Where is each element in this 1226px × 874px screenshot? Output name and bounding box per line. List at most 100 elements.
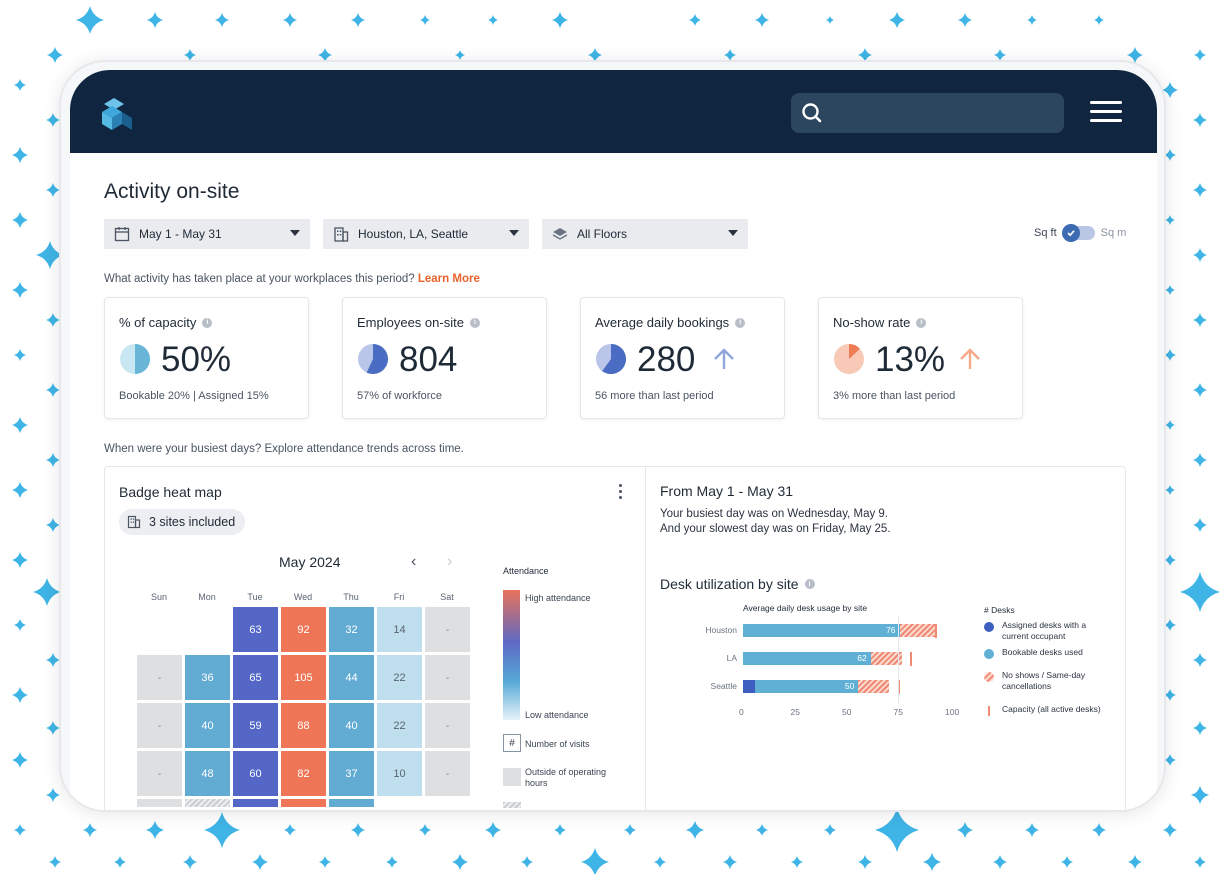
sparkle-star (1193, 518, 1207, 532)
unit-sqm-label: Sq m (1100, 227, 1127, 239)
sparkle-star (252, 854, 268, 870)
sparkle-star (689, 14, 701, 26)
floors-dropdown[interactable]: All Floors (542, 219, 748, 249)
no-show-bar[interactable] (858, 680, 890, 693)
sparkle-star (1165, 285, 1175, 295)
location-dropdown[interactable]: Houston, LA, Seattle (323, 219, 529, 249)
sparkle-star (147, 12, 163, 28)
hamburger-icon[interactable] (1090, 101, 1122, 125)
sparkle-star (1162, 82, 1178, 98)
kpi-subtext: Bookable 20% | Assigned 15% (119, 390, 269, 402)
sparkle-star (724, 49, 736, 61)
info-icon[interactable]: i (735, 317, 746, 328)
sparkle-star (83, 823, 97, 837)
sparkle-star (1191, 786, 1209, 804)
kpi-title: Average daily bookings i (595, 315, 746, 330)
bookable-desks-bar[interactable] (755, 680, 859, 693)
kpi-card[interactable]: Employees on-site i 804 57% of workforce (342, 297, 547, 419)
heatmap-day-cell[interactable]: 44 (329, 655, 374, 700)
heatmap-day-cell[interactable] (137, 799, 182, 807)
heatmap-day-cell[interactable]: 88 (281, 703, 326, 748)
weekday-label: Fri (393, 592, 405, 602)
bookable-desks-bar[interactable] (743, 624, 900, 637)
heatmap-day-cell[interactable]: 14 (377, 607, 422, 652)
kpi-pie-icon (358, 344, 388, 374)
next-month-icon[interactable]: › (447, 553, 453, 570)
heatmap-day-cell[interactable]: - (425, 607, 470, 652)
assigned-desks-bar[interactable] (743, 680, 756, 693)
sparkle-star (755, 13, 769, 27)
sparkle-star (756, 824, 768, 836)
sparkle-star (14, 79, 26, 91)
info-icon[interactable]: i (916, 317, 927, 328)
heatmap-day-cell[interactable]: 37 (329, 751, 374, 796)
no-show-bar[interactable] (899, 624, 937, 637)
heatmap-day-cell[interactable]: 36 (185, 655, 230, 700)
heatmap-day-cell[interactable] (233, 799, 278, 807)
heatmap-day-cell[interactable]: 59 (233, 703, 278, 748)
sparkle-star (14, 619, 26, 631)
unit-toggle: Sq ft Sq m (1034, 224, 1127, 242)
sparkle-star (1193, 248, 1207, 262)
sparkle-star (1027, 15, 1037, 25)
arrow-up-icon (960, 348, 980, 369)
info-icon[interactable]: i (804, 579, 815, 589)
sparkle-star (14, 349, 26, 361)
heatmap-day-cell[interactable]: 92 (281, 607, 326, 652)
kpi-pie-icon (120, 344, 150, 374)
heatmap-day-cell[interactable]: 40 (185, 703, 230, 748)
heatmap-day-cell[interactable]: 65 (233, 655, 278, 700)
sparkle-star (923, 853, 941, 871)
info-icon[interactable]: i (202, 317, 213, 328)
heatmap-day-cell[interactable]: - (137, 655, 182, 700)
previous-month-icon[interactable]: ‹ (411, 553, 417, 570)
heatmap-day-cell[interactable]: 60 (233, 751, 278, 796)
activity-question: What activity has taken place at your wo… (104, 273, 415, 285)
heatmap-day-cell[interactable]: 40 (329, 703, 374, 748)
sparkle-star (386, 856, 398, 868)
sites-included-chip[interactable]: 3 sites included (119, 509, 246, 535)
sparkle-star (826, 16, 834, 24)
info-icon[interactable]: i (469, 317, 480, 328)
sparkle-star (875, 808, 919, 852)
sparkle-star (581, 848, 609, 874)
unit-switch[interactable] (1061, 224, 1095, 242)
heatmap-day-cell[interactable]: 105 (281, 655, 326, 700)
heatmap-day-cell[interactable]: 82 (281, 751, 326, 796)
stacked-cubes-logo-icon[interactable] (98, 94, 134, 136)
heatmap-day-cell[interactable] (281, 799, 326, 807)
heatmap-day-cell[interactable] (329, 799, 374, 807)
heatmap-day-cell[interactable]: 22 (377, 655, 422, 700)
kpi-card[interactable]: No-show rate i 13% 3% more than last per… (818, 297, 1023, 419)
heatmap-day-cell[interactable]: - (425, 703, 470, 748)
legend-swatch (984, 622, 994, 632)
desk-utilization-title-text: Desk utilization by site (660, 576, 799, 592)
kpi-title: Employees on-site i (357, 315, 480, 330)
sparkle-star (49, 856, 61, 868)
no-show-bar[interactable] (870, 652, 902, 665)
kpi-card[interactable]: % of capacity i 50% Bookable 20% | Assig… (104, 297, 309, 419)
heatmap-day-cell[interactable] (185, 799, 230, 807)
heatmap-day-cell[interactable]: - (137, 751, 182, 796)
summary-title: From May 1 - May 31 (660, 483, 794, 499)
kpi-card[interactable]: Average daily bookings i 280 56 more tha… (580, 297, 785, 419)
heatmap-day-cell[interactable]: - (137, 703, 182, 748)
learn-more-link[interactable]: Learn More (417, 273, 480, 285)
heatmap-day-cell[interactable]: - (425, 655, 470, 700)
sparkle-star (723, 855, 737, 869)
bookable-desks-bar[interactable] (743, 652, 871, 665)
heatmap-day-cell[interactable]: 63 (233, 607, 278, 652)
search-bar[interactable] (791, 93, 1064, 133)
capacity-marker (909, 652, 912, 666)
date-range-dropdown[interactable]: May 1 - May 31 (104, 219, 310, 249)
sparkle-star (1127, 47, 1143, 63)
more-options-icon[interactable] (619, 484, 623, 500)
heatmap-day-cell[interactable]: 10 (377, 751, 422, 796)
heatmap-day-cell[interactable]: 22 (377, 703, 422, 748)
kpi-subtext: 57% of workforce (357, 390, 442, 402)
heatmap-day-cell[interactable]: 32 (329, 607, 374, 652)
heatmap-day-cell[interactable]: 48 (185, 751, 230, 796)
location-value: Houston, LA, Seattle (358, 227, 469, 241)
site-axis-label: LA (726, 653, 737, 663)
heatmap-day-cell[interactable]: - (425, 751, 470, 796)
